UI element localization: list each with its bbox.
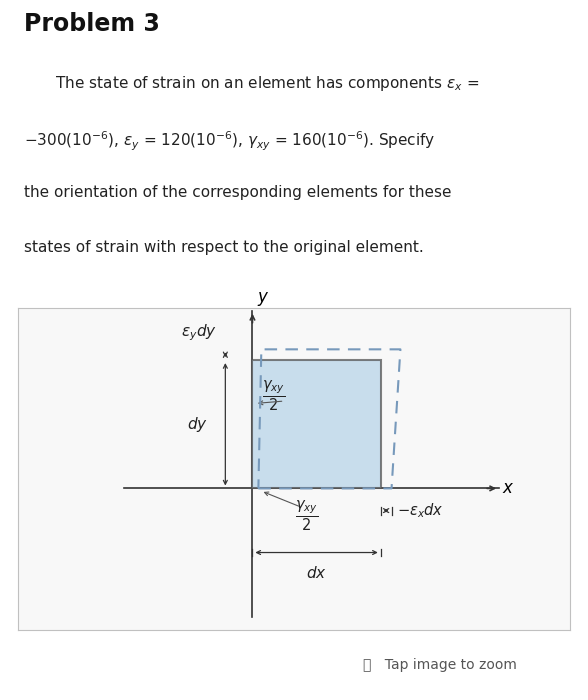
Text: $dy$: $dy$ [187, 415, 208, 434]
Text: $-300(10^{-6})$, $\varepsilon_y$ = $120(10^{-6})$, $\gamma_{xy}$ = $160(10^{-6}): $-300(10^{-6})$, $\varepsilon_y$ = $120(… [24, 130, 435, 153]
Text: states of strain with respect to the original element.: states of strain with respect to the ori… [24, 240, 423, 256]
Text: The state of strain on an element has components $\varepsilon_x$ =: The state of strain on an element has co… [41, 74, 479, 93]
Text: $x$: $x$ [502, 480, 514, 498]
Text: $dx$: $dx$ [306, 565, 327, 581]
Text: the orientation of the corresponding elements for these: the orientation of the corresponding ele… [24, 185, 451, 200]
Text: Problem 3: Problem 3 [24, 13, 159, 36]
Bar [252, 360, 380, 489]
Text: Tap image to zoom: Tap image to zoom [376, 658, 517, 672]
Text: $\dfrac{\gamma_{xy}}{2}$: $\dfrac{\gamma_{xy}}{2}$ [262, 379, 285, 413]
Text: ⌕: ⌕ [362, 658, 370, 672]
Text: $\dfrac{\gamma_{xy}}{2}$: $\dfrac{\gamma_{xy}}{2}$ [295, 498, 318, 533]
Text: $-\epsilon_x dx$: $-\epsilon_x dx$ [397, 501, 444, 520]
Text: $y$: $y$ [258, 290, 270, 309]
Text: $\epsilon_y dy$: $\epsilon_y dy$ [181, 323, 216, 344]
